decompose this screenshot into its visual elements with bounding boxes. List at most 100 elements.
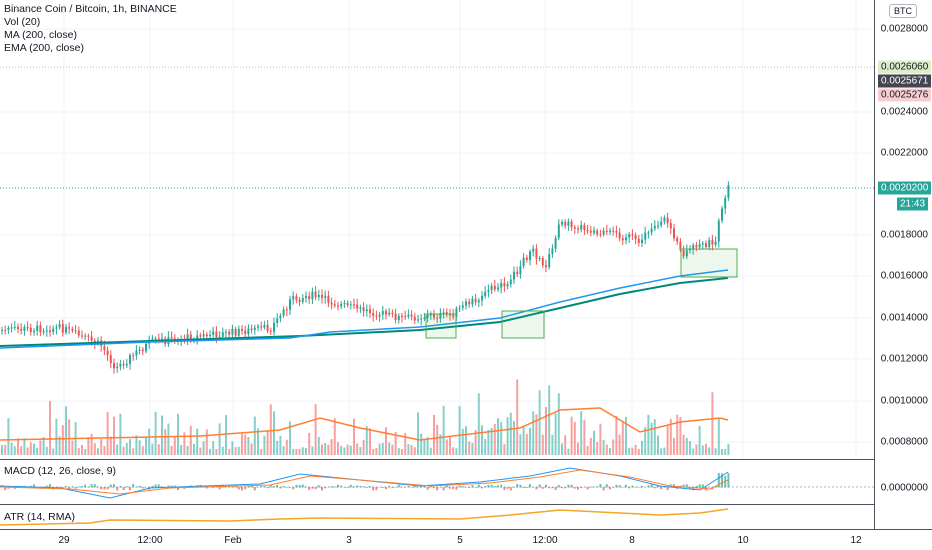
candle-body: [701, 243, 704, 245]
macd-histogram-bar: [321, 487, 323, 491]
legend-vol[interactable]: Vol (20): [4, 16, 41, 28]
volume-bar: [570, 416, 573, 455]
volume-bar: [263, 435, 266, 455]
macd-histogram-bar: [525, 487, 528, 489]
candle-body: [122, 363, 125, 366]
price-axis[interactable]: BTC 0.0028000 0.0024000 0.0022000 0.0018…: [874, 0, 932, 529]
macd-histogram-bar: [295, 484, 298, 488]
volume-bar: [253, 416, 256, 455]
macd-histogram-bar: [247, 486, 250, 488]
price-tick: 0.0022000: [880, 147, 928, 159]
macd-histogram-bar: [273, 486, 275, 488]
volume-bar: [497, 418, 499, 455]
candle-body: [407, 314, 410, 317]
macd-pane[interactable]: MACD (12, 26, close, 9): [0, 460, 874, 504]
volume-bar: [359, 447, 362, 455]
macd-histogram-bar: [637, 487, 640, 488]
volume-bar: [266, 430, 269, 455]
pane-separator[interactable]: [0, 504, 932, 505]
volume-bar: [135, 435, 138, 455]
legend-symbol[interactable]: Binance Coin / Bitcoin, 1h, BINANCE: [4, 3, 177, 15]
volume-bar: [580, 411, 583, 455]
last-price-tag: 0.0025671: [878, 74, 932, 88]
candle-body: [692, 244, 695, 249]
legend-ma[interactable]: MA (200, close): [4, 29, 77, 41]
candle-body: [685, 250, 688, 257]
macd-legend[interactable]: MACD (12, 26, close, 9): [4, 465, 117, 477]
pane-separator[interactable]: [0, 459, 932, 460]
volume-bar: [513, 421, 515, 455]
macd-histogram-bar: [106, 487, 109, 490]
candle-body: [717, 220, 720, 242]
macd-histogram-bar: [289, 487, 291, 488]
candle-body: [385, 311, 387, 315]
volume-bar: [404, 433, 407, 455]
volume-bar: [481, 425, 483, 455]
candle-body: [103, 346, 106, 351]
candle-body: [282, 309, 285, 316]
volume-bar: [65, 406, 67, 455]
macd-histogram-bar: [692, 487, 695, 491]
volume-bar: [125, 442, 128, 455]
price-chart[interactable]: [0, 0, 874, 459]
volume-bar: [618, 434, 621, 455]
legend-ema[interactable]: EMA (200, close): [4, 42, 84, 54]
macd-histogram-bar: [490, 484, 493, 488]
macd-histogram-bar: [455, 487, 458, 490]
volume-bar: [295, 448, 298, 455]
volume-bar: [77, 448, 80, 455]
candle-body: [397, 315, 400, 321]
currency-button[interactable]: BTC: [889, 4, 917, 18]
volume-bar: [401, 448, 403, 455]
volume-bar: [26, 447, 29, 455]
time-axis[interactable]: 29 12:00 Feb 3 5 12:00 8 10 12: [0, 529, 932, 550]
volume-bar: [471, 442, 474, 455]
candle-body: [445, 312, 448, 315]
volume-bar: [673, 437, 675, 455]
candle-body: [602, 230, 605, 235]
macd-histogram-bar: [465, 487, 467, 488]
atr-legend[interactable]: ATR (14, RMA): [4, 511, 75, 523]
volume-bar: [234, 447, 237, 455]
candle-body: [410, 314, 413, 317]
volume-bar: [615, 415, 618, 455]
main-chart-pane[interactable]: Binance Coin / Bitcoin, 1h, BINANCE Vol …: [0, 0, 874, 459]
macd-histogram-bar: [580, 487, 583, 489]
candle-body: [199, 335, 202, 337]
macd-histogram-bar: [586, 487, 589, 490]
volume-bar: [20, 446, 23, 455]
volume-bar: [199, 447, 202, 455]
atr-pane[interactable]: ATR (14, RMA): [0, 505, 874, 529]
volume-bar: [84, 448, 87, 455]
volume-bar: [321, 444, 323, 455]
candle-body: [532, 248, 535, 252]
macd-histogram-bar: [621, 486, 624, 488]
macd-histogram-bar: [573, 487, 576, 489]
macd-histogram-bar: [625, 484, 627, 488]
macd-histogram-bar: [346, 487, 349, 488]
macd-histogram-bar: [337, 484, 339, 488]
macd-histogram-bar: [529, 484, 531, 488]
candle-body: [26, 327, 29, 329]
volume-bar: [10, 442, 13, 455]
candle-body: [343, 303, 346, 305]
macd-histogram-bar: [615, 484, 618, 488]
macd-histogram-bar: [404, 487, 407, 488]
candle-body: [631, 234, 634, 236]
candle-body: [84, 335, 87, 337]
macd-histogram-bar: [61, 487, 64, 489]
macd-histogram-bar: [343, 487, 346, 488]
volume-bar: [330, 439, 333, 455]
candle-body: [260, 326, 263, 328]
macd-chart[interactable]: [0, 460, 874, 504]
macd-histogram-bar: [458, 485, 461, 488]
macd-histogram-bar: [506, 487, 509, 489]
volume-bar: [228, 448, 231, 455]
candle-body: [289, 299, 291, 310]
candle-body: [279, 315, 282, 319]
candle-body: [493, 285, 496, 290]
candle-body: [273, 322, 275, 332]
volume-bar: [161, 415, 163, 455]
atr-chart[interactable]: [0, 505, 874, 529]
volume-bar: [109, 436, 112, 455]
